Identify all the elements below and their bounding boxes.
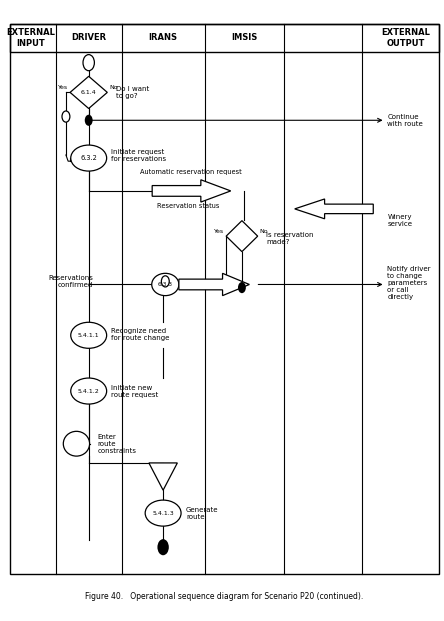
Text: Yes: Yes bbox=[58, 85, 68, 90]
Text: Winery
service: Winery service bbox=[387, 214, 412, 227]
Text: IRANS: IRANS bbox=[149, 34, 178, 42]
Text: Initiate new
route request: Initiate new route request bbox=[111, 384, 159, 397]
Ellipse shape bbox=[71, 322, 107, 348]
Text: 5.4.1.2: 5.4.1.2 bbox=[78, 389, 99, 394]
Text: Continue
with route: Continue with route bbox=[387, 114, 423, 127]
Polygon shape bbox=[226, 220, 258, 252]
Text: Reservations
confirmed: Reservations confirmed bbox=[48, 276, 93, 289]
FancyArrow shape bbox=[179, 273, 250, 296]
Text: Initiate request
for reservations: Initiate request for reservations bbox=[111, 149, 166, 162]
Ellipse shape bbox=[63, 432, 90, 456]
Text: 5.4.1.1: 5.4.1.1 bbox=[78, 333, 99, 338]
Ellipse shape bbox=[71, 378, 107, 404]
Ellipse shape bbox=[71, 145, 107, 171]
Text: 6.3.2: 6.3.2 bbox=[80, 155, 97, 161]
Polygon shape bbox=[149, 463, 177, 490]
Text: 6.1.4: 6.1.4 bbox=[81, 90, 97, 95]
Text: IMSIS: IMSIS bbox=[231, 34, 257, 42]
Text: No: No bbox=[260, 229, 269, 233]
Bar bbox=[10, 24, 439, 574]
Text: Is reservation
made?: Is reservation made? bbox=[266, 232, 314, 245]
Text: Yes: Yes bbox=[214, 229, 224, 233]
Text: Generate
route: Generate route bbox=[186, 507, 218, 520]
Text: DRIVER: DRIVER bbox=[71, 34, 106, 42]
Circle shape bbox=[161, 276, 169, 287]
Text: Do I want
to go?: Do I want to go? bbox=[116, 86, 149, 99]
Text: Figure 40.   Operational sequence diagram for Scenario P20 (continued).: Figure 40. Operational sequence diagram … bbox=[85, 592, 364, 601]
FancyArrow shape bbox=[152, 179, 231, 202]
Text: Notify driver
to change
parameters
or call
directly: Notify driver to change parameters or ca… bbox=[387, 266, 431, 299]
FancyArrow shape bbox=[295, 199, 373, 219]
Text: Enter
route
constraints: Enter route constraints bbox=[97, 433, 136, 454]
Circle shape bbox=[62, 111, 70, 122]
Text: Reservation status: Reservation status bbox=[157, 203, 219, 209]
Polygon shape bbox=[70, 76, 107, 109]
Circle shape bbox=[158, 539, 169, 555]
Text: EXTERNAL
OUTPUT: EXTERNAL OUTPUT bbox=[382, 28, 431, 48]
Circle shape bbox=[83, 55, 95, 71]
Circle shape bbox=[85, 115, 93, 126]
Text: No: No bbox=[110, 85, 118, 90]
Bar bbox=[10, 24, 439, 52]
Text: EXTERNAL
INPUT: EXTERNAL INPUT bbox=[6, 28, 55, 48]
Circle shape bbox=[238, 282, 246, 293]
Text: Automatic reservation request: Automatic reservation request bbox=[140, 169, 242, 175]
Text: 5.4.1.3: 5.4.1.3 bbox=[152, 510, 174, 515]
Text: Recognize need
for route change: Recognize need for route change bbox=[111, 327, 170, 340]
Ellipse shape bbox=[145, 500, 181, 526]
Ellipse shape bbox=[152, 273, 179, 296]
Text: 6.3.3: 6.3.3 bbox=[158, 282, 173, 287]
